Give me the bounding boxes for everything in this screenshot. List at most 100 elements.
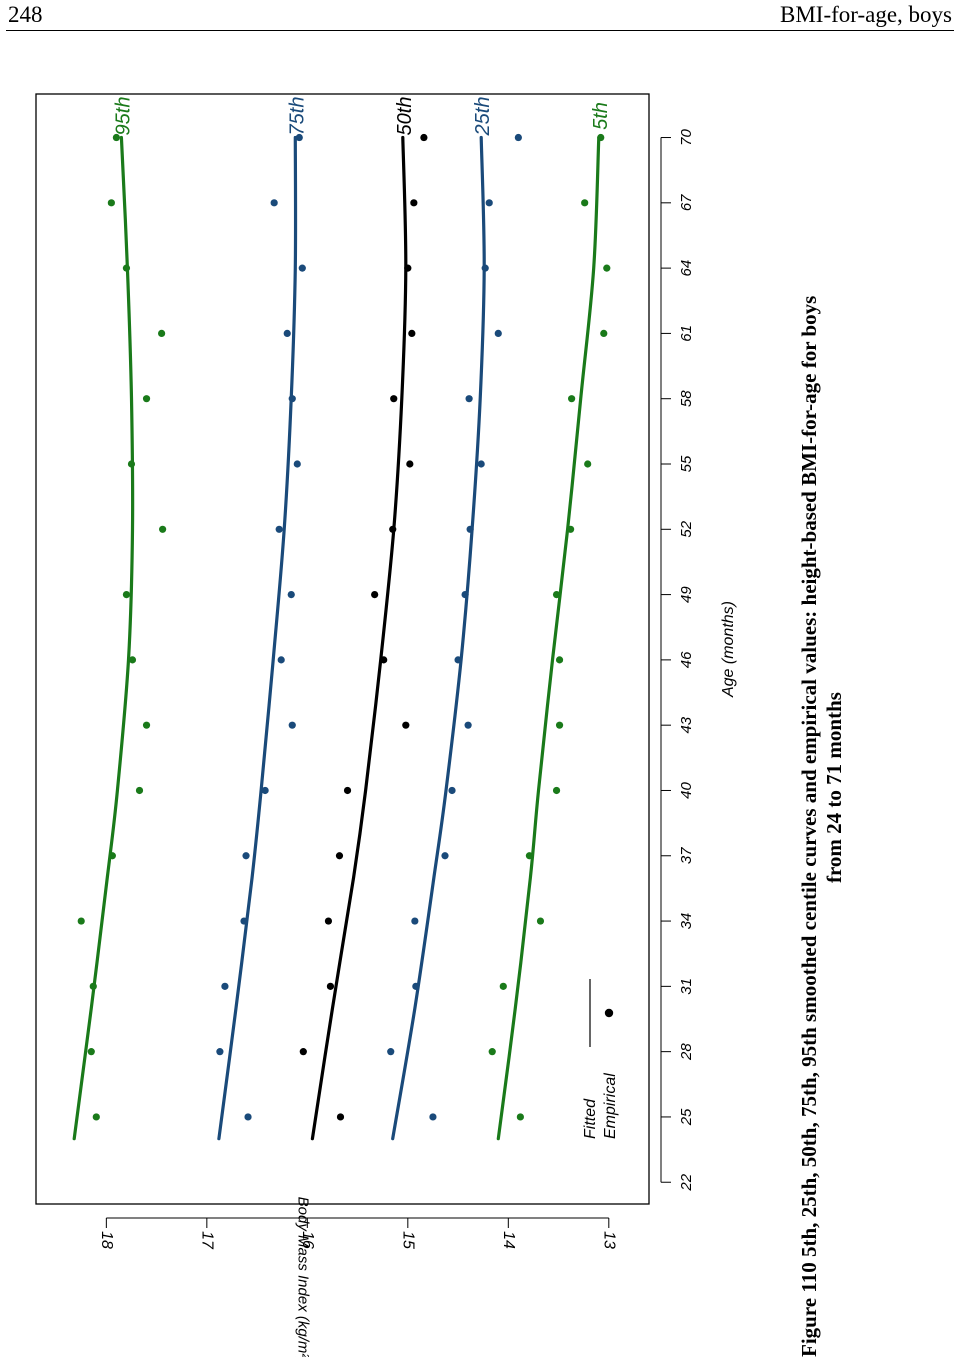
legend: Fitted Empirical	[582, 979, 619, 1139]
empirical-point-95th	[77, 917, 85, 925]
empirical-point-25th	[448, 786, 456, 795]
x-tick-label: 70	[678, 129, 695, 146]
empirical-point-50th	[324, 917, 333, 925]
empirical-point-5th	[600, 329, 608, 338]
empirical-point-75th	[287, 590, 295, 599]
empirical-point-50th	[420, 133, 428, 142]
empirical-point-50th	[404, 264, 412, 272]
empirical-point-5th	[516, 1113, 524, 1121]
empirical-point-25th	[412, 982, 420, 990]
empirical-point-95th	[159, 525, 167, 533]
running-title: BMI-for-age, boys	[780, 2, 952, 27]
empirical-point-50th	[326, 982, 335, 990]
empirical-point-75th	[283, 329, 291, 338]
empirical-point-75th	[240, 917, 248, 925]
empirical-point-25th	[494, 329, 502, 338]
empirical-point-5th	[597, 133, 605, 142]
empirical-point-25th	[465, 395, 473, 403]
empirical-point-5th	[552, 590, 561, 599]
empirical-point-25th	[481, 264, 489, 272]
y-axis-label: Body Mass Index (kg/m²)	[295, 1197, 312, 1357]
empirical-point-25th	[411, 917, 419, 925]
caption-line-1: Figure 110 5th, 25th, 50th, 75th, 95th s…	[797, 295, 821, 1357]
empirical-point-5th	[581, 199, 589, 207]
empirical-point-95th	[128, 656, 137, 664]
centile-label-75th: 75th	[286, 97, 308, 136]
empirical-point-25th	[461, 590, 469, 599]
y-tick-label: 13	[601, 1231, 618, 1249]
x-tick-label: 52	[678, 520, 695, 537]
empirical-point-25th	[429, 1113, 437, 1121]
empirical-point-50th	[371, 590, 379, 599]
empirical-point-95th	[135, 786, 144, 795]
x-tick-label: 28	[678, 1043, 695, 1061]
empirical-point-95th	[122, 264, 131, 272]
empirical-point-50th	[389, 525, 397, 533]
x-tick-label: 31	[678, 978, 695, 995]
x-axis-label: Age (months)	[720, 601, 737, 698]
empirical-point-5th	[555, 721, 564, 729]
y-tick-label: 17	[199, 1231, 216, 1250]
x-tick-label: 58	[678, 390, 695, 407]
empirical-point-75th	[277, 656, 285, 664]
plot-frame	[35, 93, 650, 1205]
empirical-points	[77, 133, 611, 1121]
x-tick-label: 67	[678, 194, 695, 211]
empirical-point-50th	[408, 329, 416, 338]
centile-label-25th: 25th	[472, 97, 494, 137]
legend-label-fitted: Fitted	[582, 1098, 599, 1139]
empirical-point-75th	[261, 786, 269, 795]
centile-labels: 95th 75th 50th 25th 5th	[112, 97, 611, 137]
empirical-point-75th	[244, 1113, 252, 1121]
x-tick-label: 25	[678, 1108, 695, 1126]
empirical-point-5th	[584, 460, 592, 468]
empirical-point-95th	[112, 133, 120, 142]
empirical-point-75th	[270, 199, 278, 207]
empirical-point-50th	[402, 721, 410, 729]
empirical-point-25th	[454, 656, 462, 664]
x-tick-label: 64	[678, 260, 695, 277]
empirical-point-25th	[477, 460, 485, 468]
empirical-point-25th	[466, 525, 474, 533]
empirical-point-25th	[514, 133, 522, 142]
empirical-point-95th	[142, 395, 151, 403]
y-tick-label: 18	[98, 1231, 115, 1249]
empirical-point-5th	[568, 395, 576, 403]
empirical-point-5th	[499, 982, 507, 990]
fitted-curve-75th	[217, 135, 298, 1141]
empirical-point-50th	[380, 656, 388, 664]
empirical-point-50th	[336, 1113, 345, 1121]
x-tick-label: 34	[678, 913, 695, 930]
y-tick-label: 16	[299, 1231, 316, 1249]
empirical-point-5th	[536, 917, 545, 925]
caption-line-2: from 24 to 71 months	[822, 692, 846, 883]
empirical-point-75th	[288, 395, 296, 403]
empirical-point-50th	[343, 786, 352, 795]
empirical-point-50th	[299, 1048, 307, 1056]
y-tick-label: 15	[400, 1231, 417, 1249]
empirical-point-95th	[87, 1048, 95, 1056]
empirical-point-5th	[555, 656, 564, 664]
x-tick-label: 40	[678, 781, 695, 798]
legend-dot-empirical	[604, 1008, 614, 1018]
empirical-point-25th	[485, 199, 493, 207]
x-tick-label: 22	[678, 1173, 695, 1191]
empirical-point-75th	[295, 133, 303, 142]
empirical-point-95th	[122, 590, 131, 599]
fitted-curve-50th	[310, 135, 408, 1141]
empirical-point-5th	[552, 786, 561, 795]
empirical-point-5th	[488, 1048, 496, 1056]
header-rule	[6, 30, 954, 31]
centile-label-50th: 50th	[394, 97, 416, 136]
x-tick-label: 55	[678, 455, 695, 472]
empirical-point-25th	[441, 852, 449, 860]
centile-label-5th: 5th	[590, 102, 612, 130]
y-tick-label: 14	[500, 1231, 517, 1249]
empirical-point-95th	[108, 852, 116, 860]
empirical-point-75th	[242, 852, 250, 860]
fitted-curve-95th	[72, 135, 135, 1141]
centile-label-95th: 95th	[112, 97, 134, 136]
empirical-point-5th	[603, 264, 611, 272]
empirical-point-75th	[298, 264, 306, 272]
